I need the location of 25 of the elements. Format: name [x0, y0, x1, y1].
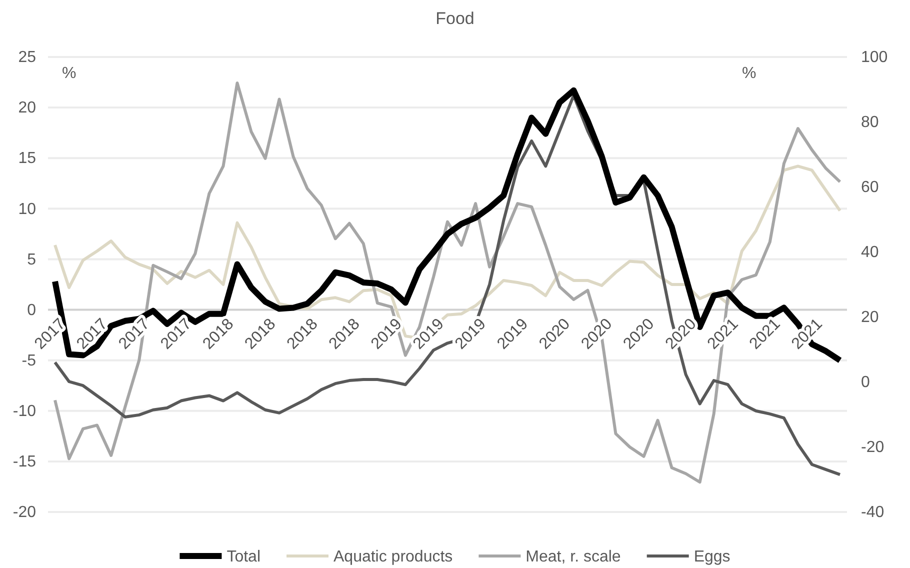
y-tick-label: 10 [18, 200, 36, 218]
y-axis-title: % [62, 65, 76, 82]
legend-label: Meat, r. scale [526, 548, 621, 566]
y-tick-label: 0 [27, 302, 36, 319]
y-tick-label: 20 [18, 100, 36, 117]
legend-label: Eggs [694, 548, 730, 566]
y2-tick-label: 40 [861, 244, 879, 262]
y-tick-label: 25 [18, 49, 36, 66]
legend-label: Aquatic products [333, 548, 453, 566]
y-tick-label: -20 [12, 504, 36, 522]
y-tick-label: 15 [18, 150, 36, 168]
y-tick-label: -15 [12, 454, 36, 471]
y-tick-label: 5 [27, 251, 36, 268]
y2-tick-label: 60 [861, 179, 879, 196]
y2-tick-label: -40 [861, 504, 884, 522]
y2-tick-label: 0 [861, 374, 870, 392]
y2-axis-title: % [742, 65, 756, 82]
y-tick-label: -10 [12, 403, 36, 420]
y2-tick-label: 100 [861, 49, 888, 66]
chart-title: Food [436, 9, 474, 28]
legend-label: Total [226, 548, 260, 566]
y2-tick-label: -20 [861, 439, 884, 456]
y2-tick-label: 80 [861, 114, 879, 132]
y-tick-label: -5 [22, 352, 36, 370]
y2-tick-label: 20 [861, 309, 879, 326]
